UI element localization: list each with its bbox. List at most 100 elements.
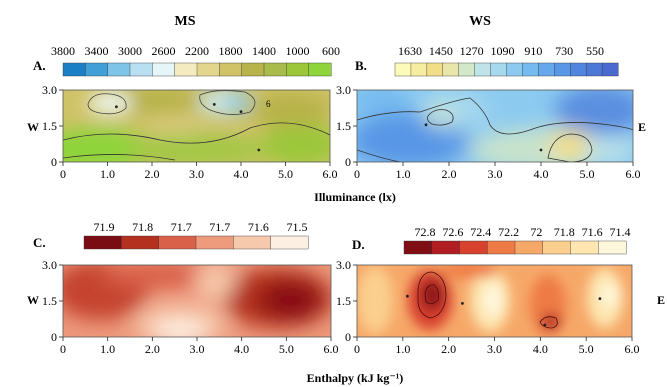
feature-point	[115, 105, 118, 109]
field-blob	[145, 115, 205, 135]
colorbar-swatch	[474, 62, 492, 77]
colorbar-swatch	[514, 240, 544, 255]
panel-label: B.	[355, 58, 367, 73]
colorbar-swatch	[195, 235, 234, 250]
colorbar	[83, 235, 309, 250]
colorbar-tick-label: 71.8	[554, 225, 575, 239]
colorbar-swatch	[601, 62, 619, 77]
colorbar-swatch	[522, 62, 539, 77]
colorbar-swatch	[585, 62, 603, 77]
colorbar-swatch	[121, 235, 160, 250]
colorbar-swatch	[196, 62, 220, 77]
axes: 0 1.0 2.0 3.0 4.0 5.0 6.0 0 1.5 3.0	[42, 83, 338, 181]
contour-line	[87, 93, 127, 115]
colorbar-swatch	[570, 62, 587, 77]
x-tick-label: 5.0	[580, 167, 595, 181]
colorbar-swatch	[394, 62, 412, 77]
colorbar-swatch	[233, 235, 272, 250]
x-tick-label: 4.0	[533, 342, 548, 356]
field-blob	[154, 320, 206, 337]
colorbar-ticks: 71.9 71.8 71.7 71.7 71.6 71.5	[94, 220, 308, 234]
colorbar-tick-label: 71.7	[209, 220, 230, 234]
colorbar-swatch	[403, 240, 433, 255]
field-blob	[440, 265, 500, 278]
colorbar-tick-label: 730	[555, 44, 573, 58]
right-label: E	[657, 293, 665, 307]
field-blob	[357, 90, 410, 116]
x-tick-label: 4.0	[234, 342, 249, 356]
x-axis-label-illuminance: Illuminance (lx)	[314, 190, 396, 204]
x-tick-label: 2.0	[145, 167, 160, 181]
x-tick-label: 0	[354, 342, 360, 356]
field-blob	[88, 92, 132, 114]
contour-line	[63, 122, 330, 144]
colorbar-tick-label: 71.8	[132, 220, 153, 234]
title-ws: WS	[469, 14, 491, 29]
colorbar-swatch	[554, 62, 571, 77]
y-axis-label: W	[27, 120, 39, 134]
feature-point	[212, 103, 216, 106]
x-tick-label: 6.0	[625, 342, 640, 356]
colorbar-tick-label: 1450	[429, 44, 453, 58]
colorbar-swatch	[129, 62, 153, 77]
colorbar	[403, 240, 627, 255]
contour-line	[417, 271, 447, 319]
markers	[406, 294, 602, 327]
colorbar-tick-label: 1090	[491, 44, 515, 58]
colorbar-tick-label: 72.6	[442, 225, 463, 239]
feature-point	[461, 302, 464, 305]
y-axis-label: W	[27, 293, 39, 307]
colorbar-tick-label: 1800	[219, 44, 243, 58]
colorbar-swatch	[270, 235, 309, 250]
panel-b: B. 1630 1450 1270 1090 910 730 550 0 1.0 2.0 3.0 4…	[336, 44, 646, 181]
y-tick-label: 0	[51, 155, 57, 169]
field-blob	[426, 107, 454, 123]
contour-line	[357, 149, 401, 162]
y-tick-label: 3.0	[336, 83, 351, 97]
field-blob	[555, 90, 633, 135]
colorbar-ticks: 72.8 72.6 72.4 72.2 72 71.8 71.6 71.4	[415, 225, 631, 239]
colorbar-swatch	[426, 62, 444, 77]
x-tick-label: 3.0	[189, 167, 204, 181]
colorbar-swatch	[570, 240, 599, 255]
x-tick-label: 2.0	[441, 342, 456, 356]
contour-line	[539, 316, 558, 329]
field-blob	[258, 280, 322, 320]
x-tick-label: 6.0	[626, 167, 641, 181]
contour-line	[199, 90, 256, 115]
colorbar-swatch	[542, 240, 571, 255]
field-blob	[100, 265, 220, 289]
field-blob	[420, 279, 444, 311]
y-tick-label: 3.0	[336, 258, 351, 272]
colorbar-tick-label: 71.9	[94, 220, 115, 234]
feature-point	[424, 123, 428, 127]
x-tick-label: 4.0	[234, 167, 249, 181]
colorbar-tick-label: 3800	[51, 44, 75, 58]
x-tick-label: 0	[354, 167, 360, 181]
colorbar	[394, 62, 619, 77]
contour-line	[63, 154, 176, 161]
colorbar-swatch	[158, 235, 197, 250]
feature-point	[406, 294, 409, 298]
x-tick-label: 1.0	[396, 167, 411, 181]
y-tick-label: 3.0	[42, 83, 57, 97]
colorbar	[62, 62, 332, 77]
field-blob	[260, 123, 330, 162]
x-tick-label: 1.0	[100, 342, 115, 356]
x-tick-label: 5.0	[279, 342, 294, 356]
x-tick-label: 1.0	[100, 167, 115, 181]
x-tick-label: 6.0	[323, 167, 338, 181]
field-blob	[585, 138, 633, 162]
panel-a: A. 3800 3400 3000 2600 2200 1800 1400 1000 600 6	[27, 44, 340, 181]
colorbar-swatch	[286, 62, 310, 77]
x-tick-label: 2.0	[442, 167, 457, 181]
field-blob	[195, 265, 235, 300]
colorbar-tick-label: 600	[322, 44, 340, 58]
colorbar-swatch	[598, 240, 627, 255]
y-tick-label: 1.5	[336, 294, 351, 308]
field-blob	[125, 134, 265, 162]
colorbar-tick-label: 71.6	[248, 220, 269, 234]
y-tick-label: 0	[51, 330, 57, 344]
colorbar-tick-label: 1630	[398, 44, 422, 58]
